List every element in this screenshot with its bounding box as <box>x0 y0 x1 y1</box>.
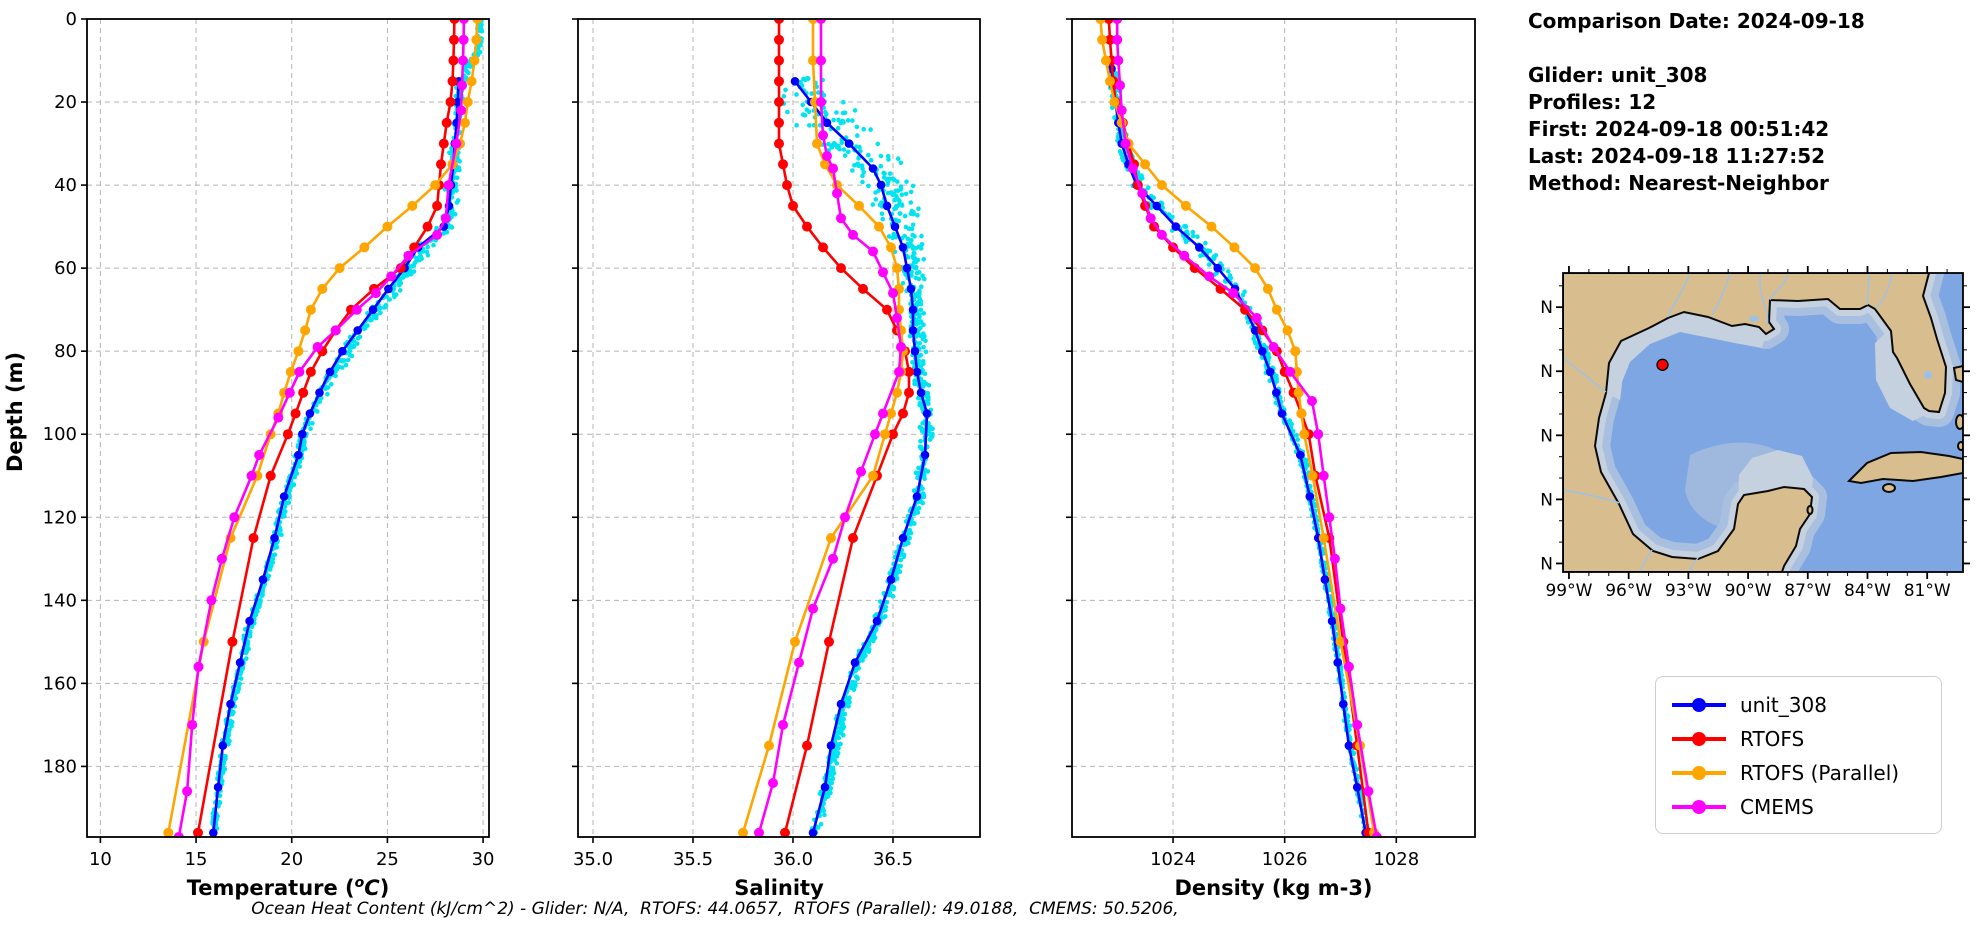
svg-text:36.5: 36.5 <box>873 849 913 870</box>
depth-axis-label: Depth (m) <box>3 352 27 472</box>
spacer <box>1528 35 1865 62</box>
lake-pontchartrain <box>1749 316 1759 322</box>
first-line: First: 2024-09-18 00:51:42 <box>1528 117 1830 141</box>
glider-location-dot <box>1656 358 1669 371</box>
svg-text:60: 60 <box>54 258 77 279</box>
svg-text:1026: 1026 <box>1262 849 1308 870</box>
ocean-heat-content-footer: Ocean Heat Content (kJ/cm^2) - Glider: N… <box>251 899 1179 919</box>
legend-item-rtofs-parallel: RTOFS (Parallel) <box>1656 756 1941 790</box>
lake-okeechobee <box>1924 371 1932 379</box>
svg-text:120: 120 <box>43 507 77 528</box>
svg-text:80: 80 <box>54 341 77 362</box>
svg-text:18°N: 18°N <box>1540 554 1553 574</box>
land-cuba <box>1846 450 1963 485</box>
method-line: Method: Nearest-Neighbor <box>1528 171 1829 195</box>
line-marker-swatch <box>1672 732 1726 746</box>
locator-map: 99°W 96°W 93°W 90°W 87°W 84°W 81°W 30°N 27°N 24°N… <box>1510 240 1978 610</box>
comparison-date-line: Comparison Date: 2024-09-18 <box>1528 9 1865 33</box>
legend-label: unit_308 <box>1740 693 1827 717</box>
land-north-america <box>1563 273 1948 572</box>
svg-text:24°N: 24°N <box>1540 426 1553 446</box>
cay-island <box>1957 441 1963 451</box>
line-marker-swatch <box>1672 800 1726 814</box>
line-marker-swatch <box>1672 766 1726 780</box>
profiles-line: Profiles: 12 <box>1528 90 1657 114</box>
svg-text:30: 30 <box>472 849 495 870</box>
glider-line: Glider: unit_308 <box>1528 63 1708 87</box>
svg-text:Density (kg m-3): Density (kg m-3) <box>1174 876 1372 900</box>
svg-text:84°W: 84°W <box>1844 581 1891 601</box>
svg-text:90°W: 90°W <box>1725 581 1772 601</box>
svg-text:1028: 1028 <box>1373 849 1419 870</box>
bahamas-island <box>1952 364 1963 384</box>
isla-juventud <box>1882 483 1896 493</box>
svg-text:Salinity: Salinity <box>734 876 824 900</box>
last-line: Last: 2024-09-18 11:27:52 <box>1528 144 1826 168</box>
svg-text:99°W: 99°W <box>1545 581 1592 601</box>
series-line-unit_308 <box>1110 68 1367 834</box>
svg-text:21°N: 21°N <box>1540 490 1553 510</box>
series-line-RTOFS (Parallel) <box>1099 19 1376 834</box>
svg-text:40: 40 <box>54 175 77 196</box>
svg-text:30°N: 30°N <box>1540 298 1553 318</box>
andros-island <box>1955 414 1963 430</box>
svg-text:1024: 1024 <box>1150 849 1196 870</box>
comparison-info: Comparison Date: 2024-09-18 Glider: unit… <box>1528 8 1865 197</box>
series-line-RTOFS <box>1107 19 1370 833</box>
legend-item-cmems: CMEMS <box>1656 790 1941 824</box>
svg-text:20: 20 <box>54 92 77 113</box>
legend-item-unit-308: unit_308 <box>1656 688 1941 722</box>
svg-text:0: 0 <box>66 9 77 30</box>
svg-text:35.0: 35.0 <box>573 849 613 870</box>
series-line-RTOFS <box>196 19 456 834</box>
svg-text:Temperature (oC): Temperature (oC) <box>187 875 390 900</box>
svg-text:36.0: 36.0 <box>773 849 813 870</box>
series-line-unit_308 <box>212 81 460 833</box>
series-line-CMEMS <box>1115 19 1379 837</box>
svg-text:15: 15 <box>185 849 208 870</box>
profile-plot-0: 10 15 20 25 30 0 20 40 60 80 100 120 140 160 180 Temper… <box>43 9 495 900</box>
svg-text:140: 140 <box>43 590 77 611</box>
profile-plot-1: 35.0 35.5 36.0 36.5 Salinity <box>572 18 981 900</box>
legend: unit_308 RTOFS RTOFS (Parallel) CMEMS <box>1655 676 1942 834</box>
legend-item-rtofs: RTOFS <box>1656 722 1941 756</box>
svg-text:180: 180 <box>43 756 77 777</box>
svg-text:10: 10 <box>89 849 112 870</box>
svg-text:81°W: 81°W <box>1904 581 1951 601</box>
svg-text:160: 160 <box>43 673 77 694</box>
line-marker-swatch <box>1672 698 1726 712</box>
texas-louisiana-shelf <box>1606 312 1766 400</box>
svg-text:20: 20 <box>280 849 303 870</box>
svg-text:35.5: 35.5 <box>673 849 713 870</box>
west-florida-shelf <box>1875 328 1930 421</box>
legend-label: RTOFS <box>1740 727 1805 751</box>
legend-label: CMEMS <box>1740 795 1814 819</box>
map-border <box>1562 272 1964 573</box>
series-line-CMEMS <box>177 19 466 837</box>
svg-text:27°N: 27°N <box>1540 362 1553 382</box>
svg-text:100: 100 <box>43 424 77 445</box>
svg-text:87°W: 87°W <box>1784 581 1831 601</box>
cozumel-island <box>1806 505 1814 515</box>
svg-text:25: 25 <box>376 849 399 870</box>
svg-text:96°W: 96°W <box>1605 581 1652 601</box>
map-svg: 99°W 96°W 93°W 90°W 87°W 84°W 81°W 30°N 27°N 24°N… <box>1510 266 1970 601</box>
map-layers <box>1563 273 1963 572</box>
svg-text:93°W: 93°W <box>1665 581 1712 601</box>
series-line-RTOFS (Parallel) <box>167 19 479 834</box>
rivers <box>1563 273 1893 572</box>
legend-label: RTOFS (Parallel) <box>1740 761 1900 785</box>
